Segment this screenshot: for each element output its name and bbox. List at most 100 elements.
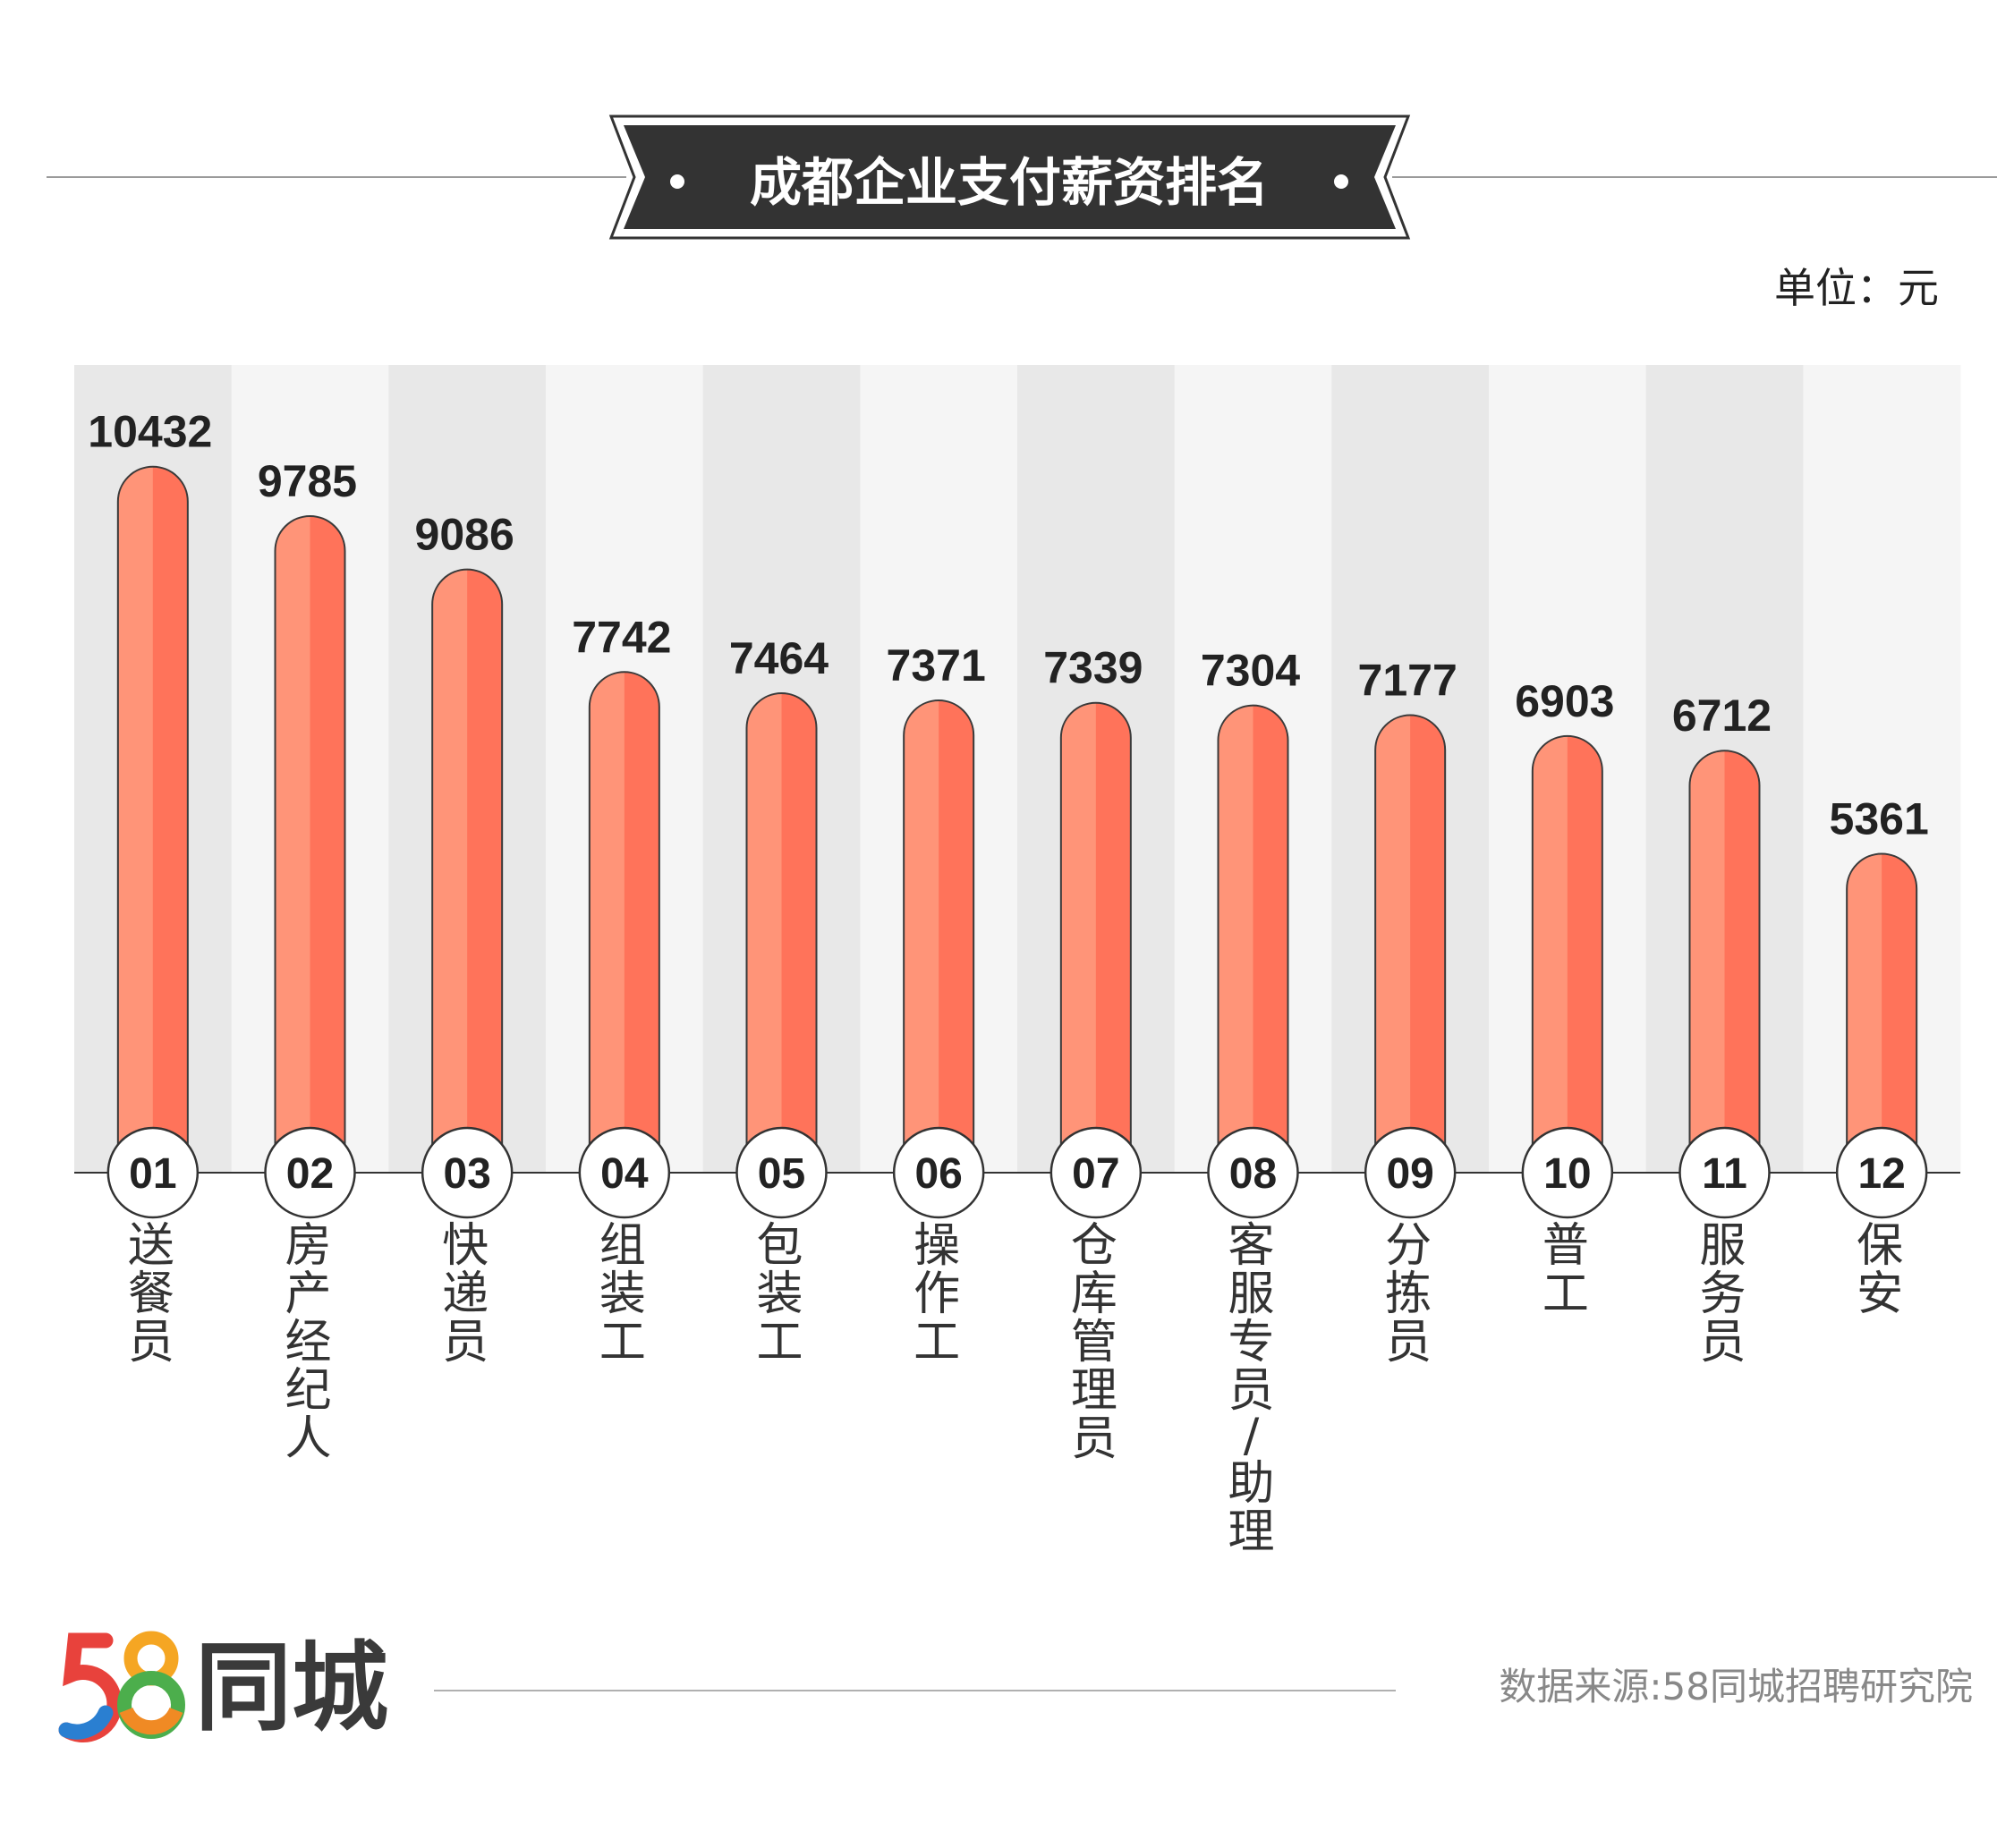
rank-circle bbox=[1207, 1126, 1299, 1219]
data-source: 数据来源:58同城招聘研究院 bbox=[1499, 1665, 1973, 1708]
logo: 同城 bbox=[58, 1631, 388, 1744]
bar bbox=[1846, 852, 1918, 1174]
category-char: 员 bbox=[128, 1316, 174, 1369]
bar bbox=[1217, 704, 1289, 1174]
category-char: 人 bbox=[285, 1412, 331, 1466]
category-char: 组 bbox=[599, 1219, 646, 1273]
value-label: 9785 bbox=[258, 456, 357, 506]
category-char: 经 bbox=[285, 1316, 331, 1369]
category-char: 员 bbox=[1385, 1316, 1432, 1369]
rank-label: 12 bbox=[1857, 1150, 1905, 1198]
rank-circle bbox=[578, 1126, 671, 1219]
bar-highlight bbox=[432, 569, 468, 1173]
category-char: 快 bbox=[442, 1219, 489, 1273]
value-label: 7464 bbox=[729, 633, 829, 683]
category-char: 送 bbox=[128, 1219, 174, 1273]
value-label: 7742 bbox=[572, 612, 671, 662]
category-char: 包 bbox=[756, 1219, 803, 1273]
title-dot-right bbox=[1334, 174, 1348, 189]
bar-outline bbox=[1374, 714, 1447, 1174]
category-labels: 送餐员房产经纪人快递员组装工包装工操作工仓库管理员客服专员/助理分拣员普工服务员… bbox=[128, 1219, 1903, 1559]
rank-label: 11 bbox=[1702, 1150, 1747, 1198]
rank-label: 09 bbox=[1386, 1150, 1433, 1198]
bar bbox=[274, 514, 346, 1174]
rank-label: 02 bbox=[286, 1150, 334, 1198]
bar-outline bbox=[1059, 701, 1132, 1174]
bar bbox=[1059, 701, 1132, 1174]
bar-highlight bbox=[1375, 715, 1411, 1173]
rank-label: 10 bbox=[1543, 1150, 1591, 1198]
category-char: 员 bbox=[1699, 1316, 1746, 1369]
category-char: 服 bbox=[1228, 1267, 1274, 1321]
category-char: 员 bbox=[1071, 1412, 1117, 1466]
rank-circle bbox=[892, 1126, 985, 1219]
bar-highlight bbox=[1060, 702, 1096, 1173]
bar-highlight bbox=[904, 699, 939, 1173]
category-char: 服 bbox=[1699, 1219, 1746, 1273]
category-char: 员 bbox=[442, 1316, 489, 1369]
value-label: 7371 bbox=[887, 640, 986, 691]
bar-outline bbox=[431, 568, 504, 1174]
rank-circle bbox=[264, 1126, 356, 1219]
category-label: 保安 bbox=[1857, 1219, 1903, 1321]
bar bbox=[116, 465, 189, 1174]
title-banner bbox=[624, 125, 1396, 229]
category-char: 分 bbox=[1385, 1219, 1432, 1273]
category-char: 助 bbox=[1228, 1457, 1274, 1511]
bar-highlight bbox=[589, 672, 625, 1173]
bar-highlight bbox=[117, 466, 153, 1173]
category-char: 专 bbox=[1228, 1316, 1274, 1369]
rank-circle bbox=[1678, 1126, 1771, 1219]
bar-outline bbox=[1846, 852, 1918, 1174]
bar bbox=[745, 692, 818, 1174]
category-char: 递 bbox=[442, 1267, 489, 1321]
bar-highlight bbox=[1218, 705, 1253, 1173]
background-stripes bbox=[74, 365, 1961, 1173]
bar bbox=[903, 699, 975, 1174]
title-dot-left bbox=[670, 174, 684, 189]
bar-outline bbox=[116, 465, 189, 1174]
rank-label: 01 bbox=[129, 1150, 176, 1198]
category-char: 装 bbox=[599, 1267, 646, 1321]
rank-label: 04 bbox=[600, 1150, 649, 1198]
category-char: 库 bbox=[1071, 1267, 1117, 1321]
bar-outline bbox=[274, 514, 346, 1174]
rank-circle bbox=[1364, 1126, 1457, 1219]
bars bbox=[116, 465, 1918, 1174]
bar-highlight bbox=[1689, 750, 1725, 1173]
category-char: 理 bbox=[1228, 1505, 1274, 1559]
rank-label: 05 bbox=[758, 1150, 805, 1198]
category-label: 包装工 bbox=[756, 1219, 803, 1369]
rank-circle bbox=[106, 1126, 200, 1219]
rank-label: 08 bbox=[1229, 1150, 1277, 1198]
category-label: 操作工 bbox=[914, 1219, 960, 1369]
category-label: 房产经纪人 bbox=[285, 1219, 331, 1466]
value-labels: 10432 9785 9086 7742 7464 7371 7339 7304 7177 690… bbox=[88, 407, 1928, 844]
category-char: 客 bbox=[1228, 1219, 1274, 1273]
value-label: 5361 bbox=[1830, 793, 1929, 843]
category-label: 仓库管理员 bbox=[1071, 1219, 1117, 1466]
category-char: 理 bbox=[1071, 1364, 1117, 1418]
bar bbox=[588, 671, 660, 1174]
category-label: 分拣员 bbox=[1385, 1219, 1432, 1369]
category-char: 工 bbox=[1542, 1267, 1589, 1321]
rank-label: 07 bbox=[1072, 1150, 1119, 1198]
value-label: 6903 bbox=[1515, 676, 1614, 726]
category-char: 操 bbox=[914, 1219, 960, 1273]
category-label: 普工 bbox=[1542, 1219, 1589, 1321]
rank-circle bbox=[1835, 1126, 1928, 1219]
bar-highlight bbox=[1847, 853, 1882, 1173]
rank-circle bbox=[1521, 1126, 1614, 1219]
category-char: 房 bbox=[285, 1219, 331, 1273]
category-char: 产 bbox=[285, 1267, 331, 1321]
logo-text: 同城 bbox=[195, 1632, 388, 1744]
value-label: 9086 bbox=[415, 510, 514, 560]
category-char: 工 bbox=[599, 1316, 646, 1369]
category-char: 工 bbox=[914, 1316, 960, 1369]
category-label: 快递员 bbox=[442, 1219, 489, 1369]
chart-title: 成都企业支付薪资排名 bbox=[750, 152, 1269, 213]
bar-outline bbox=[588, 671, 660, 1174]
category-char: 工 bbox=[756, 1316, 803, 1369]
bar-outline bbox=[903, 699, 975, 1174]
bar-outline bbox=[745, 692, 818, 1174]
